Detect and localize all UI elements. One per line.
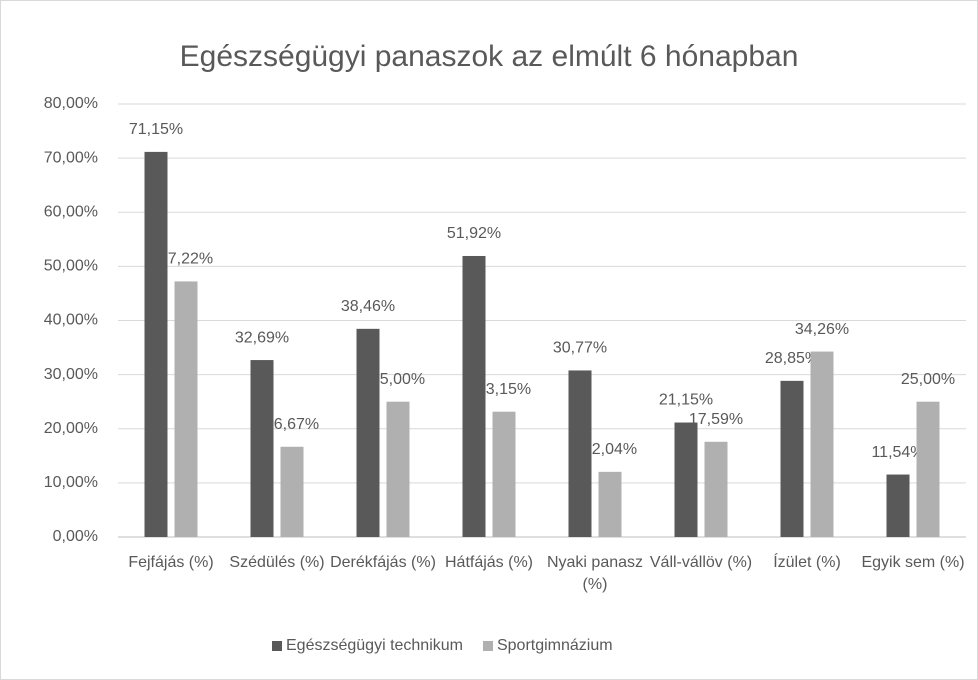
data-label: 32,69% xyxy=(235,329,289,346)
bar xyxy=(598,471,622,537)
y-tick-label: 20,00% xyxy=(44,420,98,437)
bar xyxy=(780,380,804,537)
bar xyxy=(704,441,728,537)
x-tick-label: Nyaki panasz (%) xyxy=(546,554,644,593)
bar xyxy=(916,401,940,537)
bar xyxy=(492,411,516,537)
data-label: 51,92% xyxy=(447,225,501,242)
data-label: 30,77% xyxy=(553,340,607,357)
x-tick-label: Derékfájás (%) xyxy=(330,554,436,571)
legend-swatch xyxy=(272,641,282,651)
y-tick-label: 10,00% xyxy=(44,474,98,491)
bar xyxy=(462,255,486,537)
y-tick-label: 80,00% xyxy=(44,95,98,112)
data-label: 12,04% xyxy=(583,441,637,458)
data-label: 25,00% xyxy=(371,371,425,388)
data-label: 16,67% xyxy=(265,416,319,433)
data-label: 28,85% xyxy=(765,350,819,367)
legend-label: Sportgimnázium xyxy=(497,637,613,654)
x-tick-label: Váll-vállöv (%) xyxy=(649,554,753,571)
y-tick-label: 30,00% xyxy=(44,366,98,383)
x-tick-label: Hátfájás (%) xyxy=(444,554,534,571)
bar xyxy=(386,401,410,537)
bar xyxy=(250,360,274,537)
y-tick-label: 60,00% xyxy=(44,203,98,220)
x-tick-label: Fejfájás (%) xyxy=(128,554,214,571)
data-label: 71,15% xyxy=(129,121,183,138)
chart-title: Egészségügyi panaszok az elmúlt 6 hónapb… xyxy=(180,40,799,73)
y-tick-label: 40,00% xyxy=(44,312,98,329)
bar xyxy=(810,351,834,537)
bar xyxy=(174,281,198,537)
legend-label: Egészségügyi technikum xyxy=(286,637,463,654)
data-label: 38,46% xyxy=(341,298,395,315)
data-label: 47,22% xyxy=(159,251,213,268)
bar xyxy=(356,328,380,537)
data-label: 11,54% xyxy=(871,444,924,461)
data-label: 17,59% xyxy=(689,411,743,428)
y-tick-label: 70,00% xyxy=(44,149,98,166)
y-tick-label: 50,00% xyxy=(44,258,98,275)
x-tick-label: Egyik sem (%) xyxy=(861,554,965,571)
bar xyxy=(280,446,304,537)
bar xyxy=(674,422,698,537)
bar xyxy=(886,474,910,537)
data-label: 34,26% xyxy=(795,321,849,338)
legend-swatch xyxy=(482,641,493,651)
y-tick-label: 0,00% xyxy=(53,528,98,545)
data-label: 23,15% xyxy=(477,381,531,398)
data-label: 21,15% xyxy=(659,392,713,409)
x-tick-label: Szédülés (%) xyxy=(229,554,325,571)
bar xyxy=(568,370,592,537)
bar xyxy=(144,151,168,537)
x-tick-label: Ízület (%) xyxy=(773,554,841,571)
data-label: 25,00% xyxy=(901,371,955,388)
